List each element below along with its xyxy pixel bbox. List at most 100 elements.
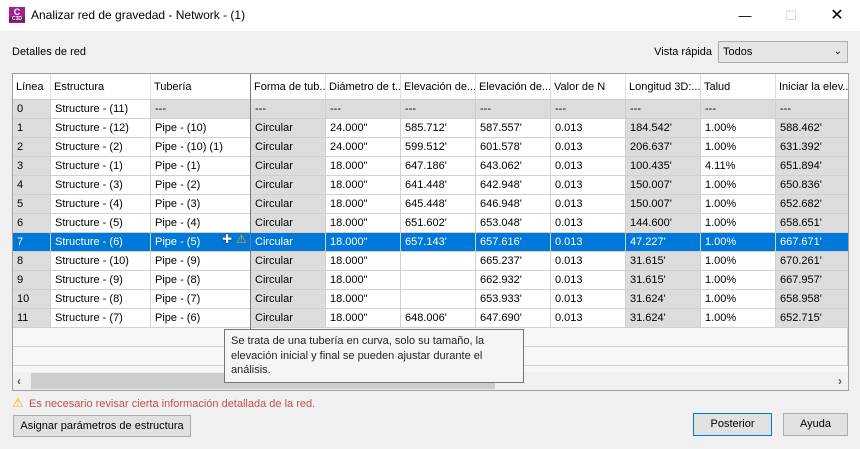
table-cell[interactable]: Pipe - (5) [151, 233, 251, 252]
table-cell[interactable]: 651.894' [776, 157, 848, 176]
table-cell[interactable]: 144.600' [626, 214, 701, 233]
column-header[interactable]: Línea [13, 74, 51, 100]
table-cell[interactable]: 1 [13, 119, 51, 138]
table-cell[interactable]: 647.690' [476, 309, 551, 328]
table-cell[interactable]: Circular [251, 195, 326, 214]
table-cell[interactable] [401, 252, 476, 271]
column-header[interactable]: Forma de tub... [251, 74, 326, 100]
table-cell[interactable]: 652.682' [776, 195, 848, 214]
table-cell[interactable]: 150.007' [626, 176, 701, 195]
table-cell[interactable]: Structure - (4) [51, 195, 151, 214]
table-cell[interactable]: 10 [13, 290, 51, 309]
table-cell[interactable]: Structure - (9) [51, 271, 151, 290]
table-cell[interactable]: 643.062' [476, 157, 551, 176]
table-cell[interactable]: --- [401, 100, 476, 119]
table-cell[interactable]: Pipe - (9) [151, 252, 251, 271]
table-cell[interactable]: Structure - (6) [51, 233, 151, 252]
table-cell[interactable]: --- [326, 100, 401, 119]
table-cell[interactable]: 0.013 [551, 195, 626, 214]
table-cell[interactable]: 31.615' [626, 252, 701, 271]
table-cell[interactable]: Pipe - (3) [151, 195, 251, 214]
table-cell[interactable]: 657.143' [401, 233, 476, 252]
table-cell[interactable]: 100.435' [626, 157, 701, 176]
table-cell[interactable]: 0.013 [551, 290, 626, 309]
table-cell[interactable]: 653.048' [476, 214, 551, 233]
table-cell[interactable]: 658.651' [776, 214, 848, 233]
assign-structure-parameters-button[interactable]: Asignar parámetros de estructura [13, 415, 191, 437]
table-cell[interactable]: 0.013 [551, 309, 626, 328]
column-header[interactable]: Elevación de... [401, 74, 476, 100]
table-cell[interactable]: 0.013 [551, 214, 626, 233]
table-cell[interactable]: 18.000" [326, 252, 401, 271]
column-header[interactable]: Tubería [151, 74, 251, 100]
table-cell[interactable]: 47.227' [626, 233, 701, 252]
column-header[interactable]: Iniciar la elev... [776, 74, 848, 100]
table-cell[interactable]: Structure - (8) [51, 290, 151, 309]
table-cell[interactable]: 1.00% [701, 233, 776, 252]
network-details-grid[interactable]: Línea Estructura Tubería Forma de tub... Diá… [12, 73, 849, 391]
table-cell[interactable]: 2 [13, 138, 51, 157]
table-cell[interactable]: 1.00% [701, 271, 776, 290]
table-cell[interactable]: Circular [251, 119, 326, 138]
table-cell[interactable]: 631.392' [776, 138, 848, 157]
table-cell[interactable]: 18.000" [326, 176, 401, 195]
table-cell[interactable]: 206.637' [626, 138, 701, 157]
table-cell[interactable] [401, 290, 476, 309]
table-cell[interactable]: 651.602' [401, 214, 476, 233]
column-header[interactable]: Valor de N [551, 74, 626, 100]
table-cell[interactable]: 11 [13, 309, 51, 328]
table-cell[interactable]: 7 [13, 233, 51, 252]
table-cell[interactable]: Structure - (11) [51, 100, 151, 119]
table-cell[interactable]: Circular [251, 252, 326, 271]
close-button[interactable]: ✕ [830, 7, 844, 24]
table-cell[interactable]: Structure - (12) [51, 119, 151, 138]
column-header[interactable]: Talud [701, 74, 776, 100]
column-header[interactable]: Longitud 3D:... [626, 74, 701, 100]
table-cell[interactable]: 587.557' [476, 119, 551, 138]
table-cell[interactable]: 18.000" [326, 157, 401, 176]
table-cell[interactable]: 665.237' [476, 252, 551, 271]
table-cell[interactable]: 641.448' [401, 176, 476, 195]
table-cell[interactable]: Pipe - (8) [151, 271, 251, 290]
column-header[interactable]: Estructura [51, 74, 151, 100]
table-cell[interactable]: 667.957' [776, 271, 848, 290]
table-cell[interactable]: Circular [251, 176, 326, 195]
maximize-button[interactable]: ☐ [785, 8, 797, 23]
table-cell[interactable]: Pipe - (6) [151, 309, 251, 328]
table-cell[interactable]: 150.007' [626, 195, 701, 214]
table-cell[interactable]: 0.013 [551, 138, 626, 157]
table-cell[interactable]: 18.000" [326, 271, 401, 290]
table-cell[interactable]: 667.671' [776, 233, 848, 252]
table-cell[interactable]: Circular [251, 157, 326, 176]
scroll-right-icon[interactable]: › [838, 374, 842, 388]
table-cell[interactable]: 652.715' [776, 309, 848, 328]
table-cell[interactable]: 642.948' [476, 176, 551, 195]
table-cell[interactable]: 18.000" [326, 233, 401, 252]
table-cell[interactable]: 657.616' [476, 233, 551, 252]
table-cell[interactable]: 1.00% [701, 252, 776, 271]
table-cell[interactable]: 662.932' [476, 271, 551, 290]
table-cell[interactable] [401, 271, 476, 290]
column-header[interactable]: Diámetro de t... [326, 74, 401, 100]
table-cell[interactable]: 0.013 [551, 271, 626, 290]
table-cell[interactable]: 24.000" [326, 119, 401, 138]
table-cell[interactable]: --- [476, 100, 551, 119]
table-cell[interactable]: 670.261' [776, 252, 848, 271]
table-cell[interactable]: 5 [13, 195, 51, 214]
table-cell[interactable]: 31.615' [626, 271, 701, 290]
table-cell[interactable]: Pipe - (10) (1) [151, 138, 251, 157]
table-cell[interactable]: Pipe - (2) [151, 176, 251, 195]
table-cell[interactable]: 0.013 [551, 157, 626, 176]
table-cell[interactable]: 585.712' [401, 119, 476, 138]
table-cell[interactable]: 18.000" [326, 290, 401, 309]
table-cell[interactable]: 18.000" [326, 309, 401, 328]
table-cell[interactable]: 0 [13, 100, 51, 119]
table-cell[interactable]: --- [626, 100, 701, 119]
next-button[interactable]: Posterior [693, 413, 772, 436]
table-cell[interactable]: --- [251, 100, 326, 119]
table-cell[interactable]: 646.948' [476, 195, 551, 214]
table-cell[interactable]: 648.006' [401, 309, 476, 328]
table-cell[interactable]: 653.933' [476, 290, 551, 309]
table-cell[interactable]: 8 [13, 252, 51, 271]
table-cell[interactable]: Structure - (5) [51, 214, 151, 233]
